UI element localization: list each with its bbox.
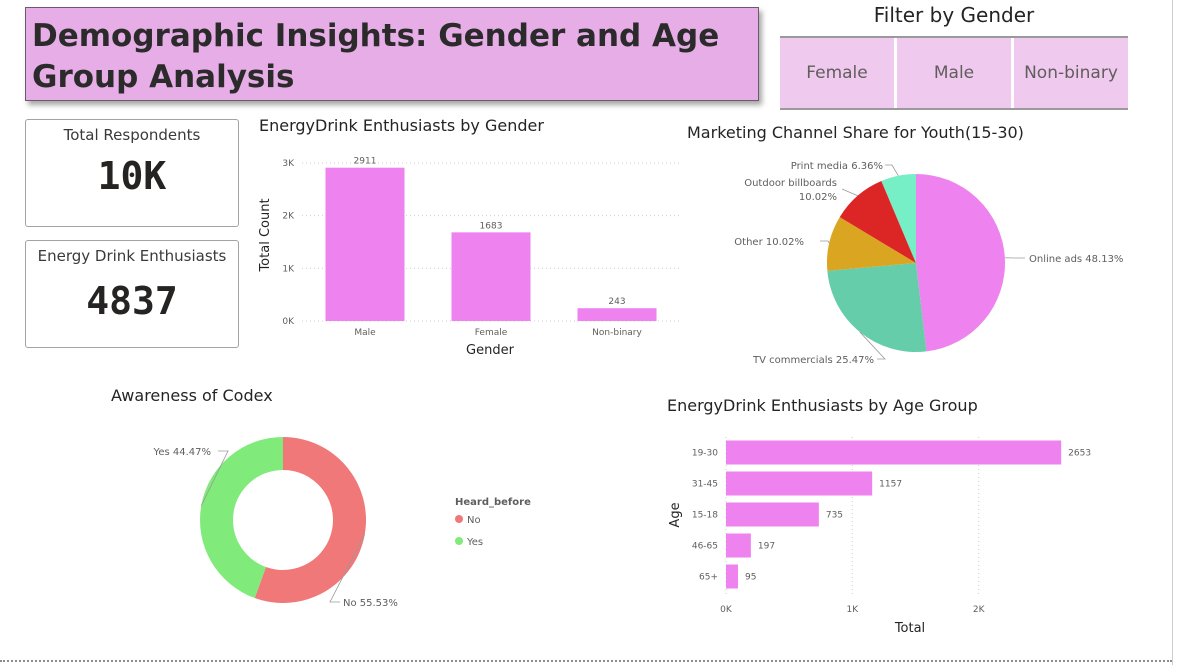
bar[interactable] bbox=[726, 533, 751, 558]
slice-label: No 55.53% bbox=[343, 598, 398, 609]
leader-line bbox=[885, 164, 899, 176]
awareness-donut-chart: No 55.53% Yes 44.47% Heard_before No Yes bbox=[153, 437, 531, 609]
channel-pie-chart: Online ads 48.13% TV commercials 25.47% Ot… bbox=[734, 161, 1123, 366]
page-edge-right bbox=[1172, 0, 1173, 665]
data-label: 2653 bbox=[1068, 449, 1091, 459]
slicer-option-male[interactable]: Male bbox=[897, 38, 1014, 108]
page-title: Demographic Insights: Gender and Age Gro… bbox=[32, 18, 720, 95]
slice-label: TV commercials 25.47% bbox=[752, 355, 874, 366]
slicer-option-non-binary[interactable]: Non-binary bbox=[1014, 38, 1128, 108]
data-label: 197 bbox=[758, 542, 775, 552]
slice-label: Other 10.02% bbox=[734, 237, 804, 248]
y-tick-label: 2K bbox=[282, 212, 295, 222]
y-tick-label: 65+ bbox=[699, 573, 718, 583]
gender-slicer: Female Male Non-binary bbox=[780, 36, 1128, 110]
page-edge-bottom bbox=[0, 660, 1172, 662]
y-tick-label: 46-65 bbox=[692, 542, 718, 552]
bar[interactable] bbox=[726, 564, 739, 589]
leader-line bbox=[841, 188, 858, 197]
y-tick-label: 19-30 bbox=[692, 449, 718, 459]
slicer-option-female[interactable]: Female bbox=[780, 38, 897, 108]
gender-bar-chart: 0K 1K 2K 3K 2911 1683 243 Male Female Non-binar… bbox=[258, 157, 680, 358]
x-tick-label: Female bbox=[475, 328, 508, 338]
x-tick-label: 2K bbox=[973, 605, 986, 615]
y-tick-label: 31-45 bbox=[692, 480, 718, 490]
kpi-value: 10K bbox=[97, 154, 167, 198]
bar[interactable] bbox=[451, 232, 531, 321]
x-tick-label: 0K bbox=[720, 605, 733, 615]
bar[interactable] bbox=[726, 471, 873, 496]
bar[interactable] bbox=[577, 308, 657, 321]
x-tick-label: 1K bbox=[847, 605, 860, 615]
pie-slice[interactable] bbox=[827, 263, 927, 352]
bar[interactable] bbox=[726, 502, 819, 527]
x-axis-title: Gender bbox=[466, 343, 515, 358]
y-tick-label: 0K bbox=[282, 317, 295, 327]
data-label: 243 bbox=[608, 297, 625, 307]
leader-line bbox=[329, 534, 366, 603]
leader-line bbox=[859, 331, 886, 360]
x-tick-label: Male bbox=[354, 328, 376, 338]
kpi-card-total-respondents: Total Respondents 10K bbox=[25, 119, 239, 227]
pie-slice[interactable] bbox=[916, 174, 1005, 352]
kpi-label: Energy Drink Enthusiasts bbox=[37, 247, 227, 265]
channel-chart-title: Marketing Channel Share for Youth(15-30) bbox=[687, 123, 1024, 142]
bar[interactable] bbox=[325, 167, 405, 321]
pie-slice[interactable] bbox=[827, 217, 916, 271]
bar[interactable] bbox=[726, 440, 1062, 465]
y-tick-label: 3K bbox=[282, 159, 295, 169]
dashboard-title-box: Demographic Insights: Gender and Age Gro… bbox=[25, 7, 759, 101]
pie-slice[interactable] bbox=[200, 437, 283, 599]
data-label: 1683 bbox=[480, 221, 503, 231]
slice-label: Online ads 48.13% bbox=[1029, 254, 1123, 265]
slice-label: Print media 6.36% bbox=[791, 161, 883, 172]
age-bar-chart: 2653 1157 735 197 95 19-30 31-45 15-18 46-65 65+… bbox=[668, 437, 1091, 636]
data-label: 2911 bbox=[354, 157, 377, 167]
leader-line bbox=[820, 240, 830, 244]
data-label: 1157 bbox=[879, 480, 902, 490]
slice-label: Outdoor billboards bbox=[744, 178, 837, 189]
slice-label: Yes 44.47% bbox=[153, 447, 211, 458]
x-axis-title: Total bbox=[894, 621, 925, 636]
pie-slice[interactable] bbox=[881, 174, 916, 263]
kpi-value: 4837 bbox=[86, 279, 178, 323]
data-label: 95 bbox=[745, 573, 756, 583]
legend-title: Heard_before bbox=[455, 497, 531, 508]
kpi-card-enthusiasts: Energy Drink Enthusiasts 4837 bbox=[25, 240, 239, 348]
pie-slice[interactable] bbox=[839, 181, 916, 263]
legend-item-no[interactable]: No bbox=[467, 515, 481, 526]
awareness-chart-title: Awareness of Codex bbox=[111, 386, 273, 405]
slice-label: 10.02% bbox=[799, 192, 837, 203]
y-axis-title: Total Count bbox=[258, 198, 273, 272]
filter-title: Filter by Gender bbox=[873, 3, 1035, 27]
data-label: 735 bbox=[826, 511, 843, 521]
y-axis-title: Age bbox=[668, 502, 683, 527]
kpi-label: Total Respondents bbox=[63, 126, 201, 144]
legend-marker-yes bbox=[455, 537, 463, 545]
legend-marker-no bbox=[455, 515, 463, 523]
legend-item-yes[interactable]: Yes bbox=[466, 537, 483, 548]
y-tick-label: 15-18 bbox=[692, 511, 718, 521]
x-tick-label: Non-binary bbox=[592, 328, 642, 338]
leader-line bbox=[200, 450, 229, 506]
age-chart-title: EnergyDrink Enthusiasts by Age Group bbox=[667, 396, 978, 415]
y-tick-label: 1K bbox=[282, 264, 295, 274]
pie-slice[interactable] bbox=[254, 437, 367, 603]
gender-chart-title: EnergyDrink Enthusiasts by Gender bbox=[259, 116, 544, 135]
